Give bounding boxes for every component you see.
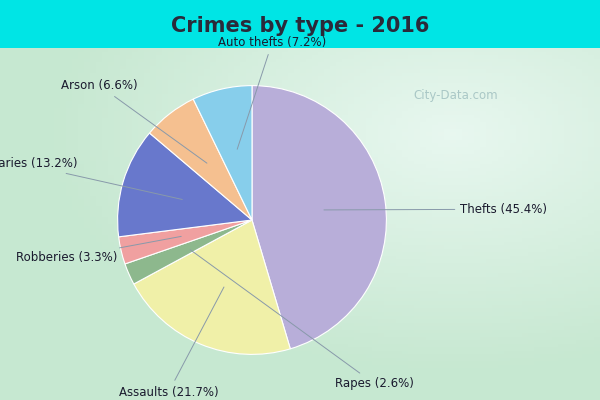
Text: City-Data.com: City-Data.com — [413, 90, 499, 102]
Text: Rapes (2.6%): Rapes (2.6%) — [190, 250, 414, 390]
Wedge shape — [119, 220, 252, 264]
Wedge shape — [252, 86, 386, 349]
Text: Burglaries (13.2%): Burglaries (13.2%) — [0, 157, 182, 200]
Wedge shape — [118, 133, 252, 237]
Text: Thefts (45.4%): Thefts (45.4%) — [324, 203, 547, 216]
Wedge shape — [193, 86, 252, 220]
Text: Assaults (21.7%): Assaults (21.7%) — [119, 287, 224, 398]
Text: Crimes by type - 2016: Crimes by type - 2016 — [171, 16, 429, 36]
Text: Robberies (3.3%): Robberies (3.3%) — [16, 236, 181, 264]
Wedge shape — [149, 99, 252, 220]
Text: Arson (6.6%): Arson (6.6%) — [61, 79, 207, 163]
Wedge shape — [125, 220, 252, 284]
Wedge shape — [134, 220, 290, 354]
Text: Auto thefts (7.2%): Auto thefts (7.2%) — [218, 36, 326, 149]
